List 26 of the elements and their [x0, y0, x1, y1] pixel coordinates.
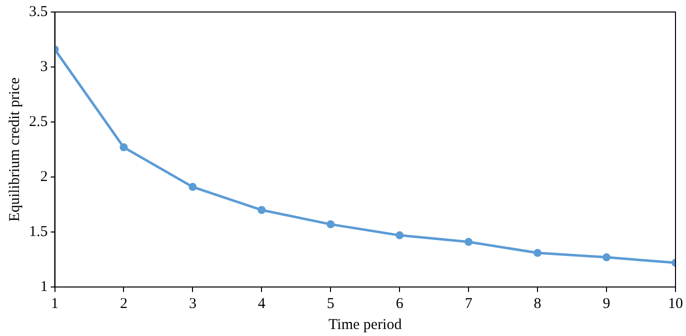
- y-axis-title: Equilibrium credit price: [6, 77, 23, 222]
- point: [602, 253, 611, 262]
- y-tick-label: 1.5: [29, 224, 48, 240]
- x-tick-label: 5: [326, 296, 334, 312]
- x-tick-label: 2: [120, 296, 128, 312]
- point: [464, 238, 473, 246]
- y-tick-label: 3: [40, 58, 48, 75]
- x-tick-label: 1: [51, 296, 58, 312]
- point: [120, 143, 128, 152]
- y-tick-label: 1: [40, 278, 48, 295]
- point: [258, 206, 266, 214]
- x-tick-label: 7: [464, 296, 473, 312]
- x-axis-title: Time period: [328, 316, 402, 333]
- point: [534, 248, 542, 257]
- x-tick-label: 8: [534, 296, 542, 312]
- point: [326, 220, 335, 228]
- point: [188, 182, 197, 191]
- point: [396, 231, 404, 240]
- y-tick-label: 2.5: [29, 114, 48, 130]
- x-tick-label: 4: [258, 296, 266, 312]
- x-tick-label: 10: [668, 296, 683, 312]
- x-tick-label: 9: [602, 296, 610, 312]
- y-tick-label: 3.5: [29, 4, 48, 20]
- x-tick-label: 6: [396, 296, 404, 312]
- y-tick-label: 2: [40, 168, 48, 185]
- x-tick-label: 3: [188, 296, 196, 312]
